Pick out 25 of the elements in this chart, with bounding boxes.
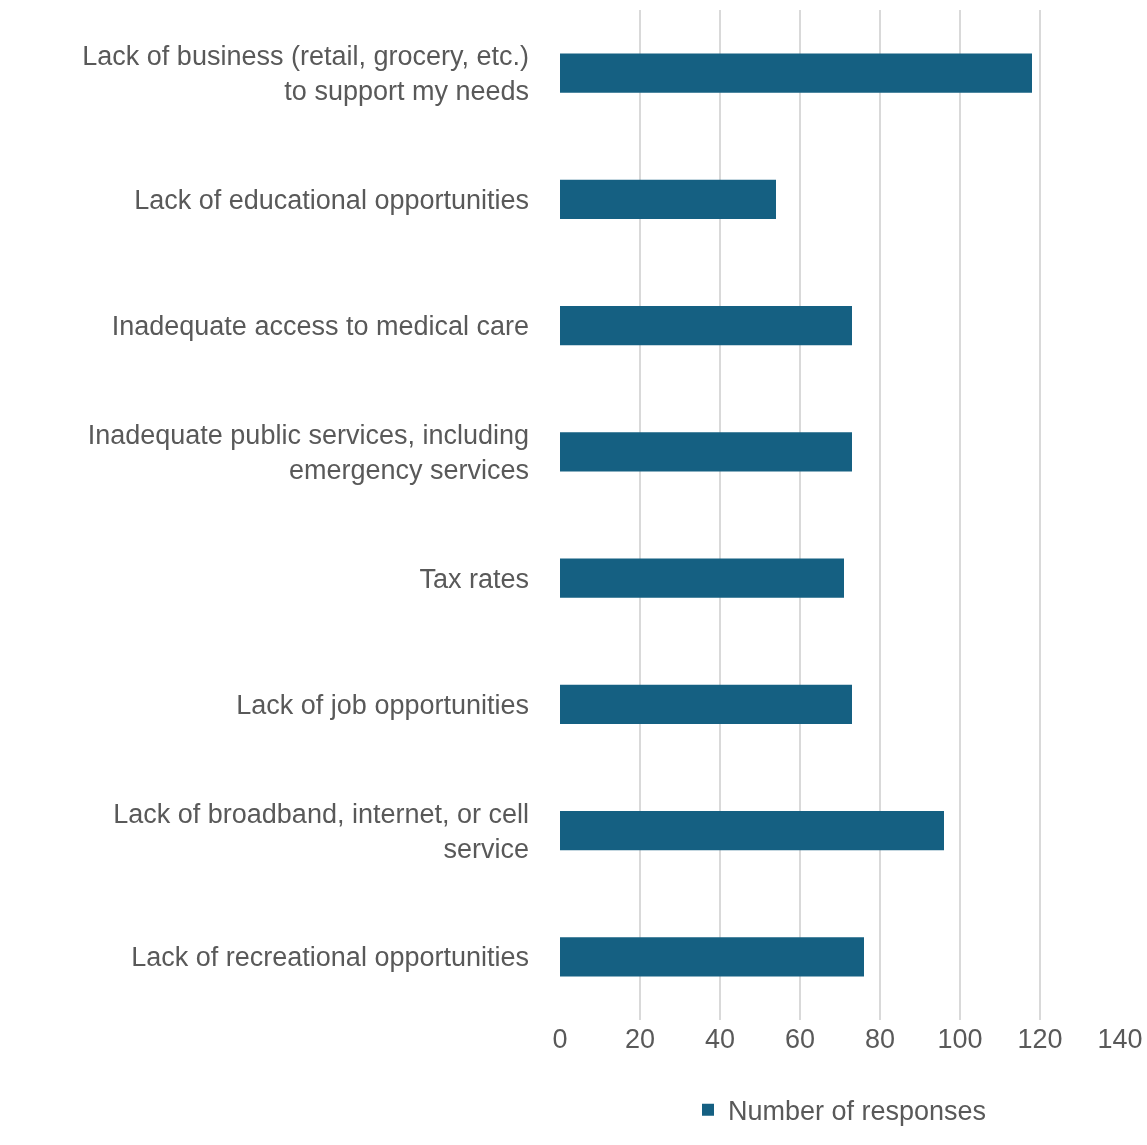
y-tick-label: Inadequate access to medical care — [111, 311, 529, 342]
x-tick-label: 0 — [552, 1024, 568, 1054]
x-tick-label: 120 — [1017, 1024, 1063, 1054]
y-tick-label: Lack of business (retail, grocery, etc.) to support my needs — [82, 41, 529, 107]
x-tick-label: 80 — [864, 1024, 896, 1054]
x-tick-label: 140 — [1097, 1024, 1143, 1054]
y-tick-label: Lack of educational opportunities — [134, 184, 529, 215]
x-tick-label: 20 — [624, 1024, 656, 1054]
bar — [560, 179, 776, 219]
y-tick-label: Lack of job opportunities — [236, 689, 529, 720]
bar — [560, 306, 852, 346]
bar — [560, 558, 844, 598]
bar — [560, 937, 864, 977]
bar — [560, 53, 1032, 93]
y-tick-label: Inadequate public services, including emergency services — [87, 419, 529, 485]
legend-label: Number of responses — [728, 1096, 987, 1127]
x-tick-label: 40 — [704, 1024, 736, 1054]
y-tick-label: Tax rates — [419, 563, 529, 594]
y-tick-label: Lack of broadband, internet, or cell service — [113, 798, 529, 864]
x-tick-label: 60 — [784, 1024, 816, 1054]
bar — [560, 432, 852, 472]
bar — [560, 811, 944, 851]
x-tick-label: 100 — [937, 1024, 983, 1054]
bar — [560, 684, 852, 724]
y-tick-label: Lack of recreational opportunities — [131, 942, 529, 973]
